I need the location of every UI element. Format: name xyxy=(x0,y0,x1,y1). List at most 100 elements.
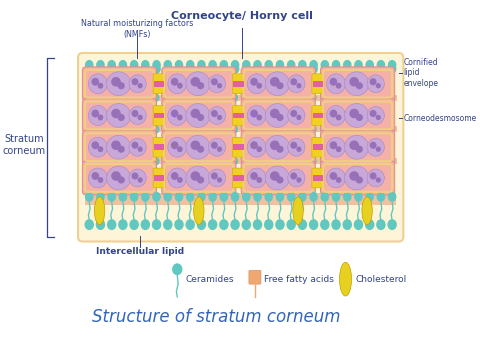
Ellipse shape xyxy=(331,219,341,230)
Ellipse shape xyxy=(264,219,274,230)
Ellipse shape xyxy=(164,192,172,202)
Ellipse shape xyxy=(111,109,121,118)
Ellipse shape xyxy=(197,192,206,202)
FancyBboxPatch shape xyxy=(312,74,324,94)
Ellipse shape xyxy=(287,157,294,165)
Ellipse shape xyxy=(231,192,240,202)
Ellipse shape xyxy=(88,137,108,157)
Ellipse shape xyxy=(287,93,294,102)
Ellipse shape xyxy=(264,192,273,202)
Ellipse shape xyxy=(219,60,228,70)
Ellipse shape xyxy=(85,60,94,70)
Ellipse shape xyxy=(296,83,301,88)
Ellipse shape xyxy=(320,157,328,165)
Ellipse shape xyxy=(356,114,363,121)
Ellipse shape xyxy=(320,125,328,134)
FancyBboxPatch shape xyxy=(232,106,245,125)
Ellipse shape xyxy=(208,75,226,93)
Ellipse shape xyxy=(130,192,138,202)
Ellipse shape xyxy=(141,60,150,70)
Ellipse shape xyxy=(129,107,146,124)
Ellipse shape xyxy=(208,138,226,156)
Ellipse shape xyxy=(345,166,369,190)
Ellipse shape xyxy=(92,141,99,149)
Ellipse shape xyxy=(168,168,187,188)
Ellipse shape xyxy=(197,157,204,165)
Ellipse shape xyxy=(230,219,240,230)
Ellipse shape xyxy=(336,83,341,89)
Ellipse shape xyxy=(367,138,384,156)
Bar xyxy=(233,113,244,119)
Ellipse shape xyxy=(138,177,143,183)
Ellipse shape xyxy=(96,93,104,102)
Bar xyxy=(154,175,164,181)
Ellipse shape xyxy=(171,109,179,118)
Ellipse shape xyxy=(242,64,251,74)
Ellipse shape xyxy=(130,60,138,70)
Ellipse shape xyxy=(171,78,179,86)
FancyBboxPatch shape xyxy=(232,137,245,157)
Ellipse shape xyxy=(230,125,238,134)
Ellipse shape xyxy=(321,64,329,74)
Ellipse shape xyxy=(296,146,301,152)
Ellipse shape xyxy=(376,157,384,165)
Ellipse shape xyxy=(354,219,363,230)
Ellipse shape xyxy=(376,83,381,88)
Ellipse shape xyxy=(208,64,217,74)
Ellipse shape xyxy=(326,168,346,188)
Ellipse shape xyxy=(276,192,284,202)
Ellipse shape xyxy=(275,125,283,134)
Ellipse shape xyxy=(163,93,171,102)
Ellipse shape xyxy=(356,146,363,153)
Ellipse shape xyxy=(119,64,127,74)
Ellipse shape xyxy=(309,93,317,102)
Ellipse shape xyxy=(377,60,385,70)
Bar xyxy=(233,175,244,181)
Text: Ceramides: Ceramides xyxy=(186,275,234,284)
Ellipse shape xyxy=(332,60,340,70)
Ellipse shape xyxy=(321,60,329,70)
Ellipse shape xyxy=(197,82,204,89)
Ellipse shape xyxy=(97,114,103,120)
Ellipse shape xyxy=(172,263,182,275)
Ellipse shape xyxy=(247,168,266,188)
Ellipse shape xyxy=(276,114,284,121)
Ellipse shape xyxy=(256,177,262,183)
Ellipse shape xyxy=(345,72,369,96)
Ellipse shape xyxy=(108,64,116,74)
Ellipse shape xyxy=(177,83,183,89)
FancyBboxPatch shape xyxy=(162,130,236,164)
Text: Intercellular lipid: Intercellular lipid xyxy=(96,247,184,256)
Ellipse shape xyxy=(264,93,272,102)
Ellipse shape xyxy=(118,176,125,183)
Ellipse shape xyxy=(288,138,305,156)
Ellipse shape xyxy=(84,219,94,230)
Ellipse shape xyxy=(298,157,305,165)
Ellipse shape xyxy=(253,64,262,74)
Ellipse shape xyxy=(298,219,307,230)
Bar xyxy=(313,113,323,119)
Ellipse shape xyxy=(387,157,395,165)
FancyBboxPatch shape xyxy=(83,99,156,132)
Ellipse shape xyxy=(119,60,127,70)
Ellipse shape xyxy=(365,125,372,134)
FancyBboxPatch shape xyxy=(312,168,324,188)
FancyBboxPatch shape xyxy=(241,99,315,132)
Ellipse shape xyxy=(96,64,105,74)
Ellipse shape xyxy=(377,192,385,202)
Ellipse shape xyxy=(365,192,374,202)
Ellipse shape xyxy=(130,157,137,165)
Bar xyxy=(313,175,323,181)
Ellipse shape xyxy=(253,192,262,202)
FancyBboxPatch shape xyxy=(153,168,165,188)
Ellipse shape xyxy=(367,169,384,187)
Ellipse shape xyxy=(211,172,218,180)
Ellipse shape xyxy=(92,109,99,118)
Ellipse shape xyxy=(253,93,261,102)
Ellipse shape xyxy=(387,219,397,230)
Bar xyxy=(233,144,244,150)
Ellipse shape xyxy=(343,157,350,165)
Ellipse shape xyxy=(138,146,143,152)
Ellipse shape xyxy=(265,135,289,159)
Ellipse shape xyxy=(264,125,272,134)
